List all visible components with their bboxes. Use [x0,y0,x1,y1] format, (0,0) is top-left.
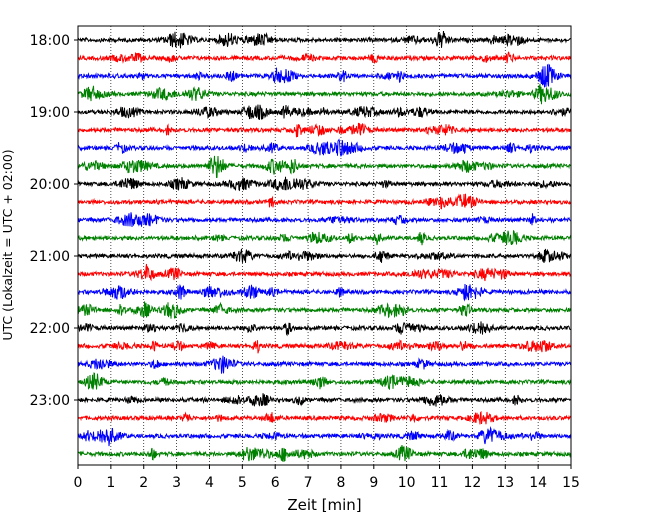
y-tick-label: 18:00 [30,33,70,49]
x-tick-label: 8 [336,475,345,491]
y-tick-label: 20:00 [30,177,70,193]
trace-2245 [77,372,572,391]
trace-1830 [77,63,572,88]
trace-2345 [77,444,572,462]
trace-1900 [77,104,572,120]
x-tick-label: 1 [106,475,115,491]
y-axis-ticks: 18:00 19:00 20:00 21:00 22:00 23:00 [30,33,78,409]
trace-2300 [77,393,572,407]
trace-1930 [77,138,572,158]
trace-2100 [77,248,572,263]
x-tick-label: 0 [74,475,83,491]
x-tick-label: 15 [562,475,580,491]
trace-2230 [77,355,572,374]
trace-2330 [77,426,572,447]
trace-1945 [77,155,572,178]
x-tick-label: 14 [529,475,547,491]
trace-2215 [77,339,572,354]
x-tick-label: 12 [463,475,481,491]
x-tick-label: 7 [304,475,313,491]
trace-1800 [77,30,572,49]
x-tick-label: 4 [205,475,214,491]
x-tick-label: 6 [271,475,280,491]
x-tick-label: 9 [369,475,378,491]
plot-frame [77,25,572,466]
trace-2000 [77,176,572,192]
x-tick-label: 5 [238,475,247,491]
seismic-traces [77,30,572,462]
trace-2045 [77,229,572,246]
x-axis-ticks: 0 1 2 3 4 5 6 7 8 9 10 11 12 13 14 15 [74,465,580,491]
trace-1815 [77,51,572,64]
y-tick-label: 23:00 [30,393,70,409]
vertical-grid-lines [110,26,539,465]
trace-1915 [77,122,572,138]
x-tick-label: 10 [398,475,416,491]
y-tick-label: 19:00 [30,105,70,121]
trace-2130 [77,283,572,302]
trace-2145 [77,301,572,319]
trace-2200 [77,321,572,337]
x-axis-label: Zeit [min] [287,496,361,514]
y-axis-label: UTC (Lokalzeit = UTC + 02:00) [0,149,15,340]
x-tick-label: 13 [496,475,514,491]
trace-2315 [77,410,572,425]
x-tick-label: 2 [139,475,148,491]
x-tick-label: 11 [431,475,449,491]
y-tick-label: 21:00 [30,249,70,265]
x-tick-label: 3 [172,475,181,491]
y-tick-label: 22:00 [30,321,70,337]
trace-2015 [77,193,572,210]
trace-2115 [77,263,572,282]
trace-1845 [77,83,572,105]
trace-2030 [77,212,572,228]
